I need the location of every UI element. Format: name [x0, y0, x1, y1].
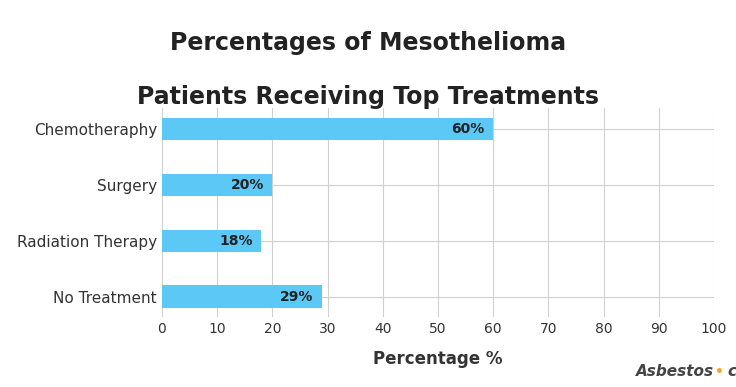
Text: •: •: [715, 365, 724, 379]
Bar: [162, 229, 261, 252]
Bar: [162, 118, 493, 140]
Text: 18%: 18%: [219, 234, 253, 248]
Text: com: com: [727, 364, 736, 379]
Bar: [162, 286, 322, 308]
Text: Percentages of Mesothelioma: Percentages of Mesothelioma: [170, 31, 566, 55]
Text: 60%: 60%: [452, 122, 485, 136]
Text: Patients Receiving Top Treatments: Patients Receiving Top Treatments: [137, 85, 599, 109]
Text: 20%: 20%: [230, 178, 264, 192]
Text: 29%: 29%: [280, 289, 314, 304]
Bar: [162, 174, 272, 196]
Text: Asbestos: Asbestos: [636, 364, 714, 379]
X-axis label: Percentage %: Percentage %: [373, 350, 503, 368]
